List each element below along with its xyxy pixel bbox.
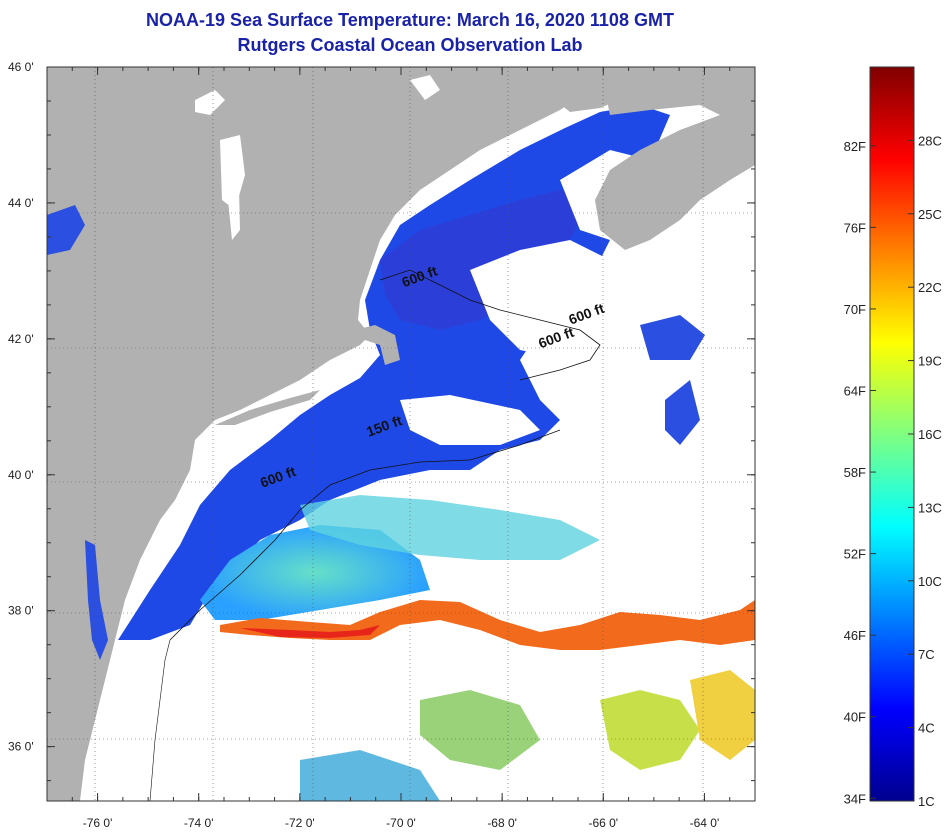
colorbar-c-label: 4C xyxy=(918,721,935,736)
land-long-island xyxy=(215,390,320,425)
lake-3 xyxy=(410,75,440,100)
colorbar-f-label: 70F xyxy=(844,302,866,317)
lon-label: -72 0' xyxy=(285,816,315,830)
colorbar-f-label: 46F xyxy=(844,628,866,643)
colorbar-f-label: 40F xyxy=(844,710,866,725)
lon-label: -74 0' xyxy=(184,816,214,830)
lat-label: 42 0' xyxy=(8,332,34,346)
colorbar-c-label: 22C xyxy=(918,280,942,295)
sst-patch-scotian xyxy=(665,380,700,445)
title-block: NOAA-19 Sea Surface Temperature: March 1… xyxy=(60,8,760,58)
colorbar-c-label: 19C xyxy=(918,354,942,369)
lon-label: -66 0' xyxy=(588,816,618,830)
colorbar-c-label: 7C xyxy=(918,647,935,662)
lat-label: 36 0' xyxy=(8,740,34,754)
sst-gulf-stream xyxy=(220,600,755,650)
lat-label: 40 0' xyxy=(8,468,34,482)
lon-label: -64 0' xyxy=(690,816,720,830)
lat-label: 44 0' xyxy=(8,196,34,210)
colorbar-c-label: 1C xyxy=(918,794,935,809)
latitude-axis: 46 0' 44 0' 42 0' 40 0' 38 0' 36 0' xyxy=(8,60,755,782)
sst-warm-eddy-2 xyxy=(690,670,755,760)
colorbar-c-label: 16C xyxy=(918,427,942,442)
sst-warm-eddy-3 xyxy=(420,690,540,770)
sst-gulf-of-maine xyxy=(380,190,590,330)
cloud-patch-gulf xyxy=(470,240,630,360)
lake-champlain xyxy=(228,148,240,240)
colorbar-c-label: 28C xyxy=(918,133,942,148)
colorbar-f-label: 64F xyxy=(844,384,866,399)
land-cape-cod xyxy=(355,325,400,365)
lake-1 xyxy=(195,90,225,115)
colorbar-c-label: 10C xyxy=(918,574,942,589)
colorbar-f-label: 82F xyxy=(844,139,866,154)
contour-line-gulf xyxy=(379,269,601,381)
colorbar xyxy=(869,66,915,802)
colorbar-f-label: 58F xyxy=(844,465,866,480)
contour-line-shelf xyxy=(169,429,561,641)
land-new-brunswick xyxy=(555,67,640,112)
land-us-mainland xyxy=(47,67,600,801)
lon-label: -76 0' xyxy=(83,816,113,830)
lake-ontario-edge xyxy=(47,205,85,255)
page-subtitle: Rutgers Coastal Ocean Observation Lab xyxy=(237,35,583,55)
colorbar-f-label: 34F xyxy=(844,791,866,806)
colorbar-labels: 28C 25C 22C 19C 16C 13C 10C 7C 4C 1C 82F 76F 70F 64F 5… xyxy=(844,133,942,809)
sst-warm-eddy-4 xyxy=(300,750,440,801)
longitude-axis: -76 0' -74 0' -72 0' -70 0' -68 0' -66 0' -64 … xyxy=(71,67,731,830)
colorbar-c-label: 25C xyxy=(918,207,942,222)
land-nova-scotia xyxy=(595,67,755,250)
sst-slope-band xyxy=(300,495,600,560)
sst-warm-eddy-1 xyxy=(600,690,700,770)
lon-label: -70 0' xyxy=(386,816,416,830)
colorbar-c-label: 13C xyxy=(918,500,942,515)
page-title: NOAA-19 Sea Surface Temperature: March 1… xyxy=(146,10,674,30)
cloud-patch-shelf xyxy=(400,395,540,445)
colorbar-f-label: 52F xyxy=(844,547,866,562)
sst-patch-georges xyxy=(640,315,705,360)
lon-label: -68 0' xyxy=(487,816,517,830)
lat-label: 46 0' xyxy=(8,60,34,74)
sst-gulf-stream-core xyxy=(240,625,380,638)
lat-label: 38 0' xyxy=(8,604,34,618)
sst-slope-water xyxy=(200,525,430,620)
colorbar-f-label: 76F xyxy=(844,220,866,235)
contour-line-coast xyxy=(149,639,171,801)
chesapeake-bay xyxy=(85,540,108,660)
